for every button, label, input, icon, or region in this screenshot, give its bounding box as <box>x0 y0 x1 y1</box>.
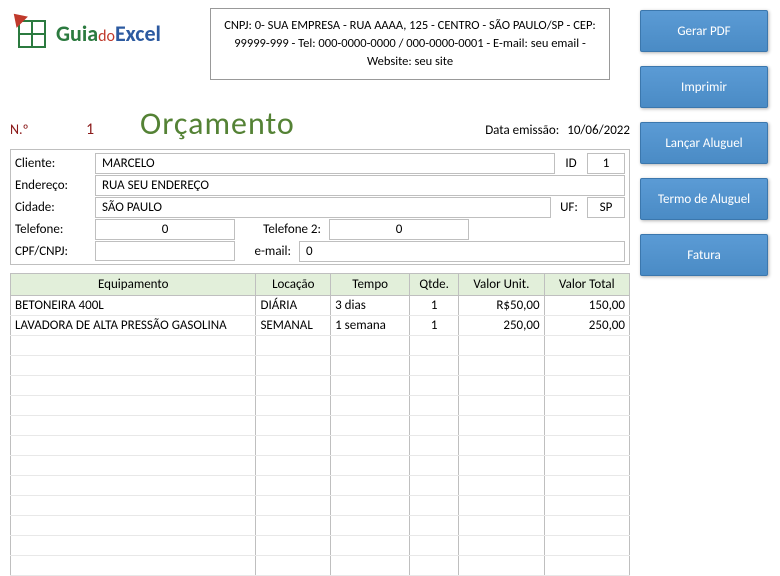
emission-date-value: 10/06/2022 <box>567 123 630 138</box>
table-row-empty[interactable] <box>11 516 630 536</box>
table-header-row: Equipamento Locação Tempo Qtde. Valor Un… <box>11 274 630 296</box>
cell-tempo: 3 dias <box>331 296 410 316</box>
company-info: CNPJ: 0- SUA EMPRESA - RUA AAAA, 125 - C… <box>210 8 610 80</box>
print-button[interactable]: Imprimir <box>640 66 768 108</box>
cell-loc: SEMANAL <box>256 316 331 336</box>
client-panel: Cliente: MARCELO ID 1 Endereço: RUA SEU … <box>10 149 630 265</box>
telefone2-field[interactable]: 0 <box>329 219 469 240</box>
cidade-label: Cidade: <box>15 200 91 215</box>
table-row-empty[interactable] <box>11 456 630 476</box>
table-row-empty[interactable] <box>11 336 630 356</box>
cell-tempo: 1 semana <box>331 316 410 336</box>
table-row-empty[interactable] <box>11 476 630 496</box>
sidebar: Gerar PDF Imprimir Lançar Aluguel Termo … <box>640 10 768 276</box>
table-row-empty[interactable] <box>11 536 630 556</box>
col-loc: Locação <box>256 274 331 296</box>
cell-qtde: 1 <box>410 296 459 316</box>
equipment-table: Equipamento Locação Tempo Qtde. Valor Un… <box>10 273 630 576</box>
table-row-empty[interactable] <box>11 376 630 396</box>
cell-total: 250,00 <box>544 316 629 336</box>
email-label: e-mail: <box>239 244 295 259</box>
telefone-field[interactable]: 0 <box>95 219 235 240</box>
table-row-empty[interactable] <box>11 436 630 456</box>
cell-loc: DIÁRIA <box>256 296 331 316</box>
cell-unit: R$50,00 <box>459 296 544 316</box>
table-row-empty[interactable] <box>11 396 630 416</box>
col-total: Valor Total <box>544 274 629 296</box>
rental-term-button[interactable]: Termo de Aluguel <box>640 178 768 220</box>
cell-qtde: 1 <box>410 316 459 336</box>
endereco-field[interactable]: RUA SEU ENDEREÇO <box>95 175 625 196</box>
emission-date-label: Data emissão: <box>485 123 559 138</box>
email-field[interactable]: 0 <box>299 241 625 262</box>
logo-icon <box>10 12 52 54</box>
logo-text: GuiadoExcel <box>56 20 161 47</box>
budget-number-label: N.º <box>10 121 60 138</box>
generate-pdf-button[interactable]: Gerar PDF <box>640 10 768 52</box>
cell-equip: LAVADORA DE ALTA PRESSÃO GASOLINA <box>11 316 256 336</box>
table-row[interactable]: LAVADORA DE ALTA PRESSÃO GASOLINASEMANAL… <box>11 316 630 336</box>
col-unit: Valor Unit. <box>459 274 544 296</box>
page-title: Orçamento <box>120 104 485 143</box>
cliente-label: Cliente: <box>15 156 91 171</box>
uf-field[interactable]: SP <box>587 197 625 218</box>
col-qtde: Qtde. <box>410 274 459 296</box>
cidade-field[interactable]: SÃO PAULO <box>95 197 551 218</box>
col-equip: Equipamento <box>11 274 256 296</box>
logo: GuiadoExcel <box>10 8 200 58</box>
cliente-field[interactable]: MARCELO <box>95 153 555 174</box>
launch-rental-button[interactable]: Lançar Aluguel <box>640 122 768 164</box>
table-row[interactable]: BETONEIRA 400LDIÁRIA3 dias1R$50,00150,00 <box>11 296 630 316</box>
col-tempo: Tempo <box>331 274 410 296</box>
uf-label: UF: <box>555 200 583 215</box>
cell-unit: 250,00 <box>459 316 544 336</box>
endereco-label: Endereço: <box>15 178 91 193</box>
cell-total: 150,00 <box>544 296 629 316</box>
table-row-empty[interactable] <box>11 496 630 516</box>
cell-equip: BETONEIRA 400L <box>11 296 256 316</box>
table-row-empty[interactable] <box>11 556 630 576</box>
cpfcnpj-field[interactable] <box>95 241 235 261</box>
id-label: ID <box>559 156 583 171</box>
cpfcnpj-label: CPF/CNPJ: <box>15 244 91 259</box>
table-row-empty[interactable] <box>11 416 630 436</box>
table-row-empty[interactable] <box>11 356 630 376</box>
budget-number-value: 1 <box>60 120 120 139</box>
id-field[interactable]: 1 <box>587 153 625 174</box>
invoice-button[interactable]: Fatura <box>640 234 768 276</box>
telefone2-label: Telefone 2: <box>239 222 325 237</box>
telefone-label: Telefone: <box>15 222 91 237</box>
